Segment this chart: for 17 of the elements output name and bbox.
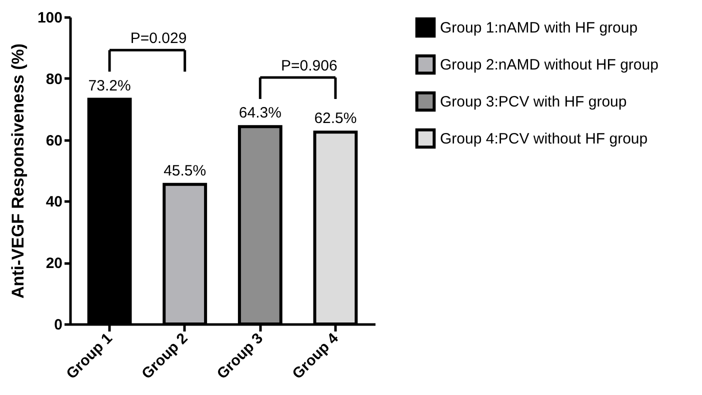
legend-label: Group 1:nAMD with HF group [440, 20, 638, 36]
y-axis-title: Anti-VEGF Responsiveness (%) [8, 43, 28, 299]
legend-label: Group 3:PCV with HF group [440, 94, 627, 110]
y-tick-label: 20 [46, 255, 62, 272]
annotation: P=0.029 [130, 30, 187, 48]
legend-label: Group 2:nAMD without HF group [440, 56, 658, 74]
data-label: 64.3% [238, 104, 282, 122]
legend-label: Group 4:PCV without HF group [440, 130, 648, 148]
y-tick-label: 80 [46, 70, 62, 88]
data-label: 62.5% [314, 110, 357, 128]
y-tick-label: 0 [54, 316, 62, 334]
data-label: 45.5% [164, 162, 206, 180]
y-tick-label: 60 [46, 132, 62, 150]
data-label: 73.2% [88, 77, 131, 94]
annotation: P=0.906 [281, 57, 338, 74]
y-tick-label: 40 [46, 194, 62, 211]
y-tick-label: 100 [37, 10, 62, 26]
